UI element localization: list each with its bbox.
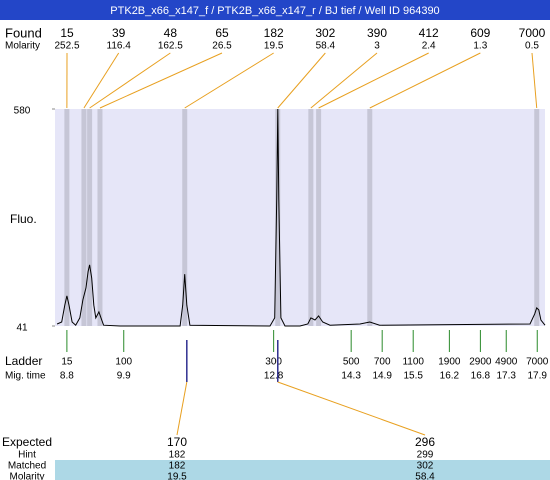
ladder-time: 16.8 bbox=[471, 371, 491, 382]
found-connector bbox=[89, 52, 171, 109]
found-size: 15 bbox=[60, 26, 74, 40]
ladder-size: 500 bbox=[343, 357, 360, 368]
found-connector bbox=[318, 52, 429, 109]
ladder-size: 1100 bbox=[402, 357, 424, 368]
expected-size: 296 bbox=[415, 435, 435, 449]
found-size: 182 bbox=[264, 26, 284, 40]
title-bar bbox=[0, 0, 550, 20]
found-molarity: 3 bbox=[374, 41, 380, 52]
found-band bbox=[316, 109, 322, 326]
y-tick-label: 41 bbox=[16, 323, 28, 334]
ladder-size: 7000 bbox=[526, 357, 549, 368]
ladder-size: 1900 bbox=[438, 357, 461, 368]
found-molarity: 58.4 bbox=[316, 41, 336, 52]
found-molarity: 2.4 bbox=[422, 41, 436, 52]
matched-background bbox=[55, 460, 550, 480]
matched-molarity: 19.5 bbox=[167, 472, 187, 480]
found-connector bbox=[310, 52, 378, 109]
found-band bbox=[87, 109, 93, 326]
matched-label: Matched bbox=[8, 461, 46, 472]
found-band bbox=[308, 109, 314, 326]
found-connector bbox=[531, 52, 538, 109]
ladder-time: 16.2 bbox=[440, 371, 460, 382]
found-molarity: 252.5 bbox=[54, 41, 79, 52]
ladder-time: 14.3 bbox=[341, 371, 361, 382]
ladder-size: 300 bbox=[265, 357, 282, 368]
ladder-size: 4900 bbox=[495, 357, 518, 368]
trace bbox=[56, 108, 546, 327]
expected-connector bbox=[176, 381, 188, 436]
ladder-label: Ladder bbox=[5, 354, 42, 368]
ladder-time: 17.3 bbox=[496, 371, 516, 382]
ladder-time: 9.9 bbox=[117, 371, 131, 382]
found-molarity: 26.5 bbox=[212, 41, 232, 52]
hint-size: 182 bbox=[169, 450, 186, 461]
found-band bbox=[367, 109, 373, 326]
y-axis-label: Fluo. bbox=[10, 212, 37, 226]
found-connector bbox=[83, 52, 120, 109]
found-size: 609 bbox=[470, 26, 490, 40]
hint-size: 299 bbox=[417, 450, 434, 461]
ladder-size: 100 bbox=[115, 357, 132, 368]
matched-size: 182 bbox=[169, 461, 186, 472]
hint-label: Hint bbox=[18, 450, 36, 461]
ladder-time: 15.5 bbox=[403, 371, 423, 382]
found-band bbox=[534, 109, 540, 326]
found-molarity: 162.5 bbox=[158, 41, 183, 52]
found-band bbox=[275, 109, 281, 326]
ladder-time: 17.9 bbox=[528, 371, 548, 382]
found-label: Found bbox=[5, 25, 42, 40]
found-size: 412 bbox=[419, 26, 439, 40]
found-connector bbox=[277, 52, 326, 109]
ladder-size: 700 bbox=[374, 357, 391, 368]
matched-size: 302 bbox=[417, 461, 434, 472]
found-band bbox=[182, 109, 188, 326]
ladder-size: 2900 bbox=[469, 357, 492, 368]
ladder-size: 15 bbox=[61, 357, 73, 368]
found-connector bbox=[184, 52, 274, 109]
found-size: 7000 bbox=[519, 26, 546, 40]
found-connector bbox=[99, 52, 223, 109]
found-band bbox=[81, 109, 87, 326]
molarity-label: Molarity bbox=[5, 41, 40, 52]
found-molarity: 1.3 bbox=[473, 41, 487, 52]
found-size: 39 bbox=[112, 26, 126, 40]
matched-molarity: 58.4 bbox=[415, 472, 435, 480]
found-size: 48 bbox=[164, 26, 178, 40]
found-band bbox=[97, 109, 103, 326]
title: PTK2B_x66_x147_f / PTK2B_x66_x147_r / BJ… bbox=[110, 5, 439, 17]
ladder-time: 12.8 bbox=[264, 371, 284, 382]
found-molarity: 0.5 bbox=[525, 41, 539, 52]
expected-connector bbox=[277, 381, 426, 436]
y-tick-label: 580 bbox=[14, 106, 31, 117]
found-connector bbox=[369, 52, 481, 109]
found-band bbox=[64, 109, 70, 326]
found-size: 65 bbox=[215, 26, 229, 40]
found-molarity: 19.5 bbox=[264, 41, 284, 52]
ladder-time: 14.9 bbox=[372, 371, 392, 382]
expected-size: 170 bbox=[167, 435, 187, 449]
found-size: 390 bbox=[367, 26, 387, 40]
plot-area bbox=[55, 109, 545, 326]
mig-time-label: Mig. time bbox=[5, 371, 46, 382]
found-size: 302 bbox=[315, 26, 335, 40]
found-molarity: 116.4 bbox=[107, 41, 132, 52]
expected-label: Expected bbox=[2, 435, 52, 449]
expected-molarity-label: Molarity bbox=[9, 472, 44, 480]
ladder-time: 8.8 bbox=[60, 371, 74, 382]
